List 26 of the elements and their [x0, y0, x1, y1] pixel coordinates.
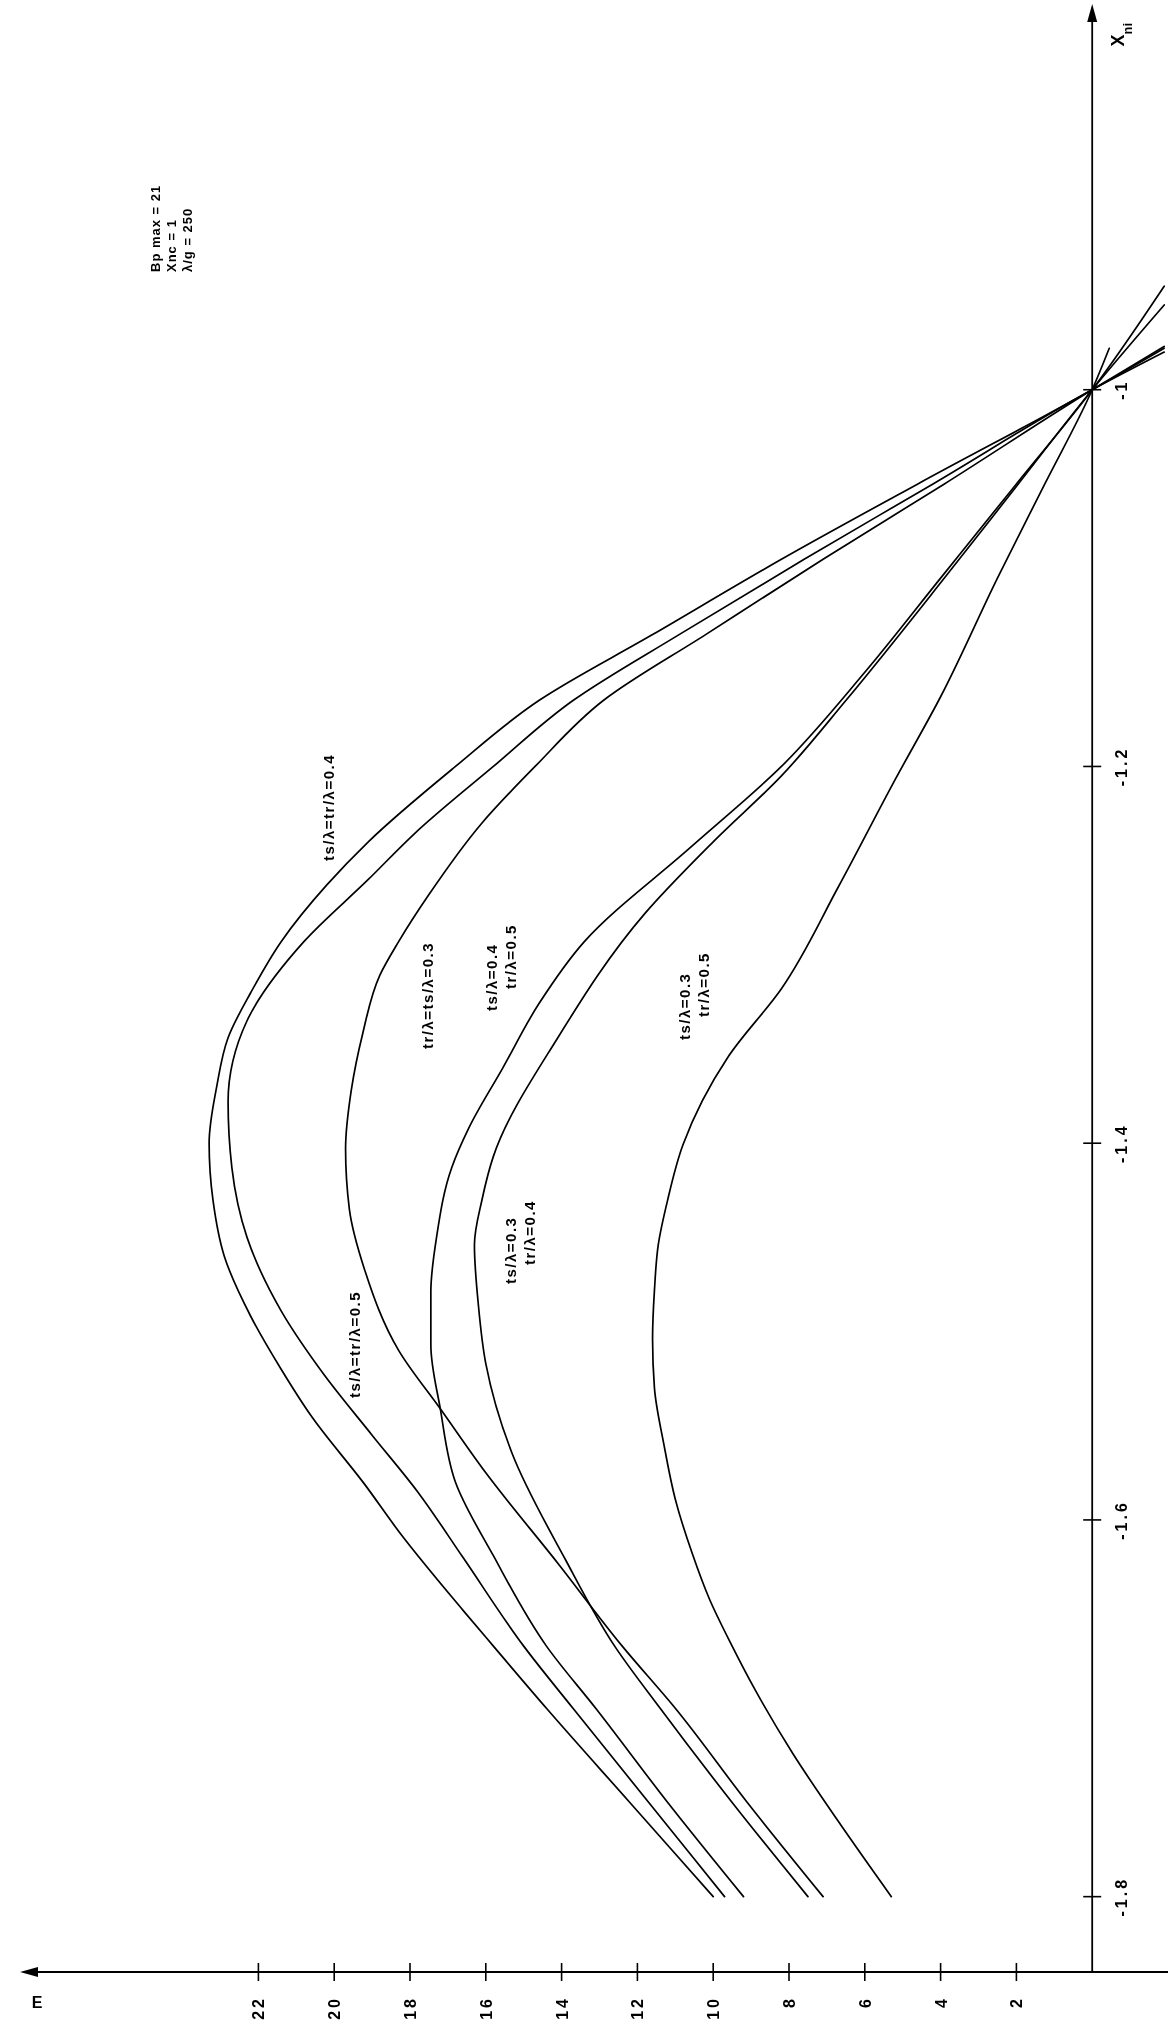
y-tick-label: -1 — [1113, 379, 1131, 400]
x-tick-label: 22 — [250, 1996, 268, 2020]
x-tick-label: 4 — [932, 1996, 950, 2008]
x-tick-label: 16 — [477, 1996, 495, 2020]
x-tick-label: 2 — [1008, 1996, 1026, 2008]
y-tick-label: -1.4 — [1113, 1123, 1131, 1163]
annotation: Bp max = 21 — [148, 184, 163, 272]
text: ts/λ=0.3 tr/λ=0.5 — [676, 952, 712, 1040]
annotation: Xnc = 1 — [164, 219, 179, 272]
x-tick-label: 14 — [553, 1996, 571, 2020]
text: ts/λ=tr/λ=0.4 — [320, 753, 337, 861]
x-tick-label: 8 — [781, 1996, 798, 2008]
x-tick-label: 18 — [402, 1996, 419, 2020]
y-tick-label: -1.6 — [1113, 1500, 1131, 1540]
x-tick-label: 12 — [629, 1996, 647, 2020]
text: tr/λ=ts/λ=0.3 — [419, 941, 436, 1049]
x-tick-label: 6 — [856, 1996, 874, 2008]
text: ts/λ=tr/λ=0.5 — [346, 1290, 363, 1398]
x-tick-label: 10 — [705, 1996, 723, 2020]
y-tick-label: -1.8 — [1113, 1876, 1131, 1917]
x-axis-title: E — [31, 1993, 43, 2011]
annotation: λ/g = 250 — [180, 207, 195, 272]
x-tick-label: 20 — [326, 1996, 344, 2020]
text: ts/λ=0.4 tr/λ=0.5 — [483, 924, 519, 1011]
y-tick-label: -1.2 — [1113, 746, 1131, 787]
text: ts/λ=0.3 tr/λ=0.4 — [502, 1200, 538, 1284]
